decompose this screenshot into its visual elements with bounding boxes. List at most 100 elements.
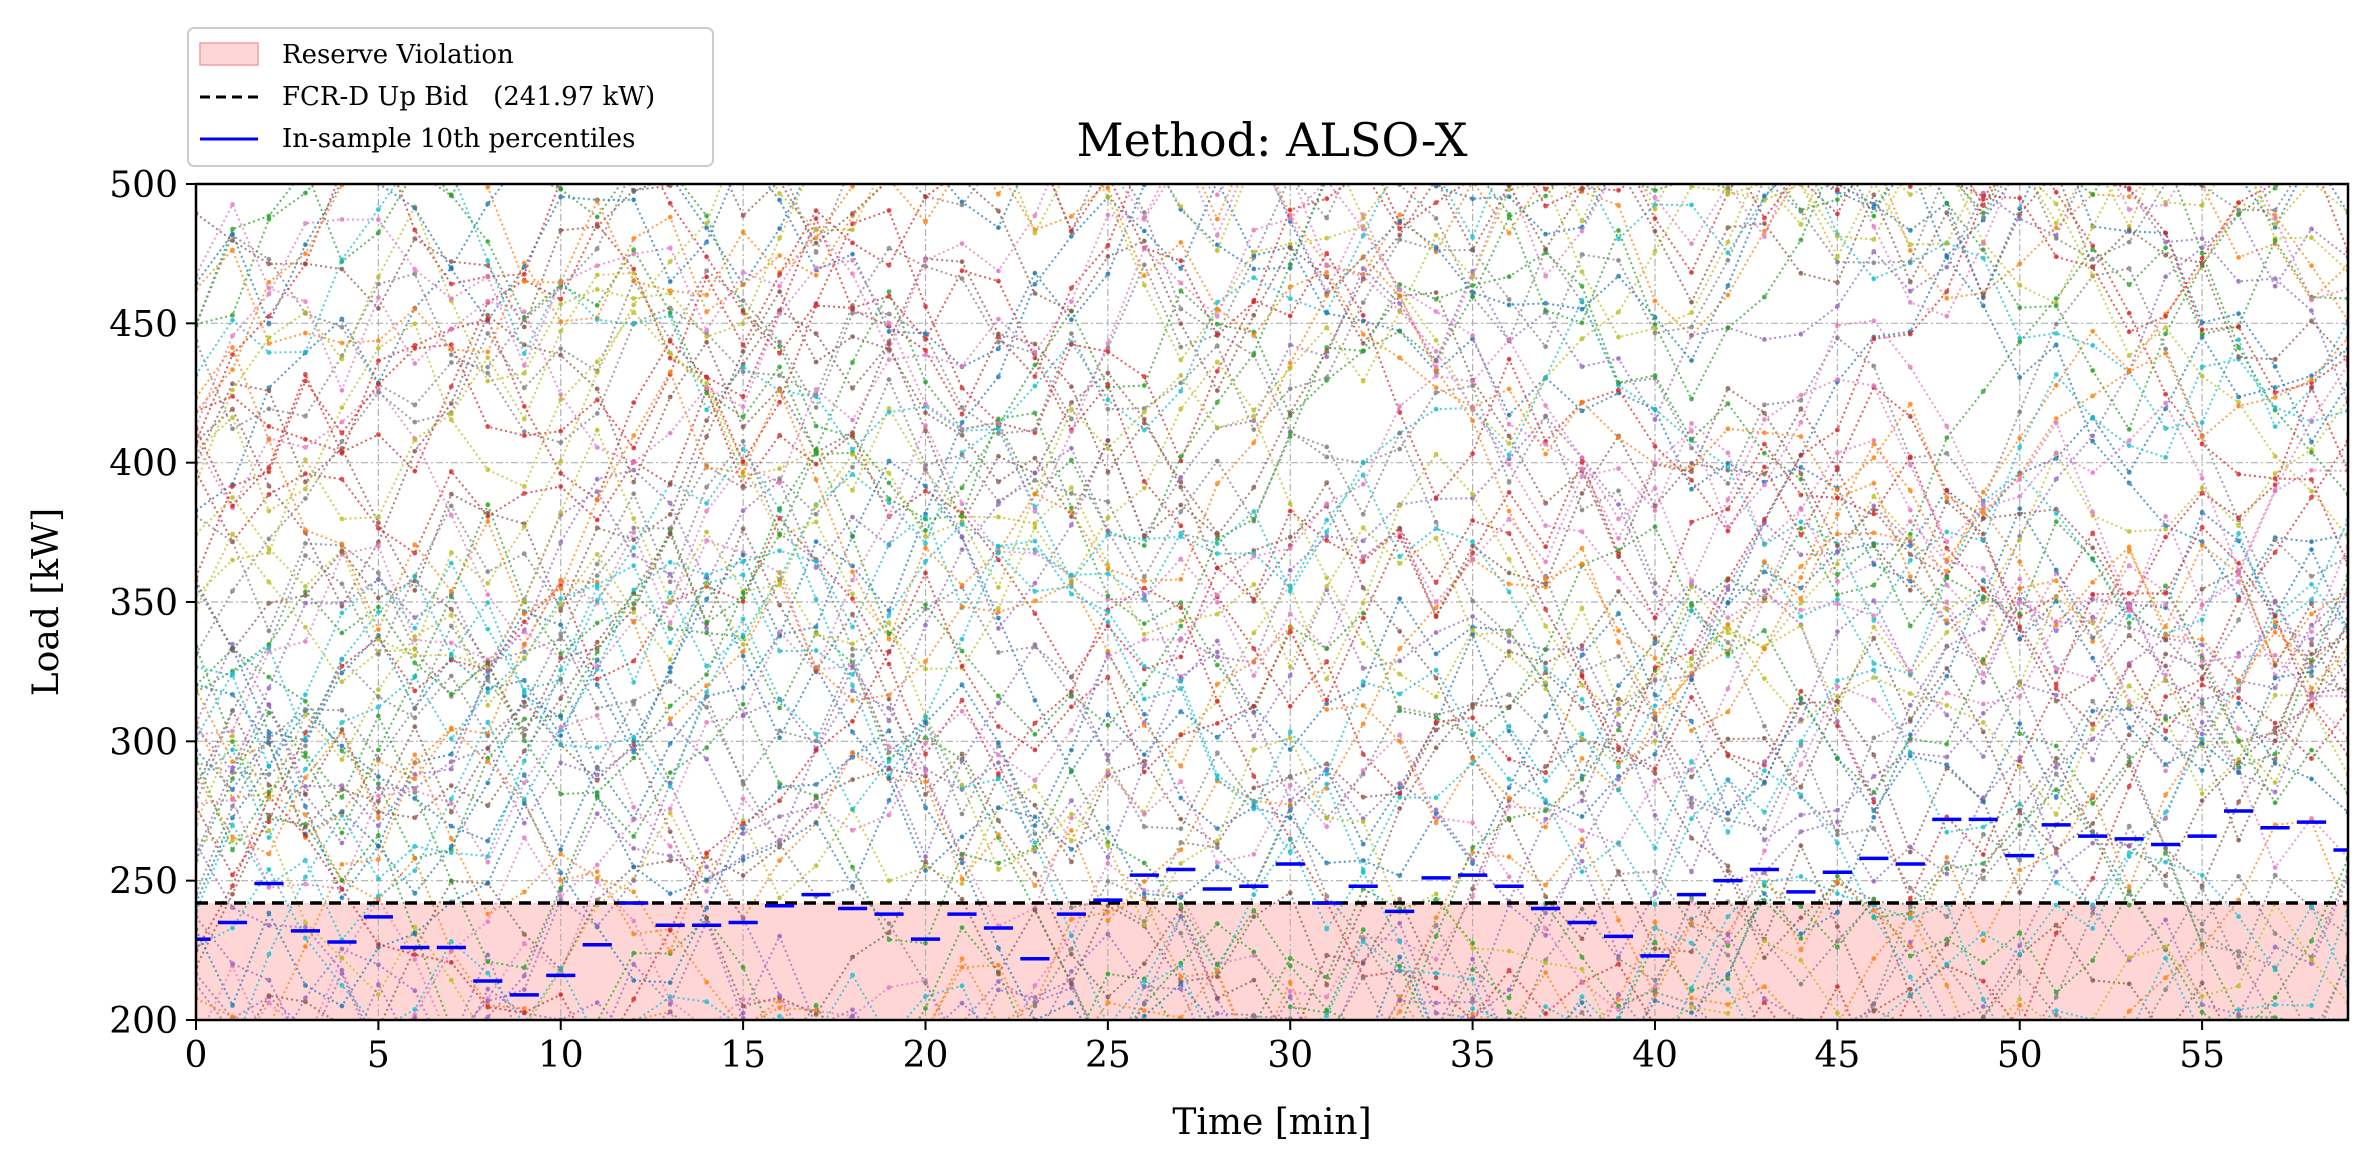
scenario-point — [2163, 161, 2168, 166]
scenario-point — [1032, 644, 1038, 650]
scenario-point — [777, 373, 782, 378]
scenario-point — [1214, 654, 1220, 660]
scenario-point — [2309, 263, 2314, 269]
scenario-point — [1944, 210, 1950, 216]
scenario-point — [1032, 341, 1038, 347]
scenario-point — [1944, 168, 1949, 173]
scenario-point — [2236, 738, 2242, 743]
scenario-point — [740, 394, 746, 400]
scenario-point — [1689, 816, 1694, 822]
scenario-point — [1579, 473, 1585, 479]
scenario-point — [996, 693, 1001, 699]
scenario-point — [2272, 663, 2278, 668]
scenario-point — [959, 604, 965, 609]
scenario-point — [667, 214, 673, 220]
scenario-point — [1069, 126, 1074, 131]
scenario-point — [704, 683, 709, 689]
scenario-point — [1360, 819, 1366, 825]
scenario-point — [740, 321, 746, 327]
scenario-point — [996, 1073, 1001, 1078]
scenario-point — [485, 502, 491, 508]
scenario-point — [850, 1044, 855, 1049]
scenario-point — [850, 641, 855, 647]
scenario-point — [886, 608, 892, 613]
scenario-point — [1835, 465, 1840, 470]
scenario-point — [1907, 507, 1913, 513]
scenario-point — [2053, 930, 2059, 936]
scenario-point — [1251, 747, 1257, 753]
scenario-point — [960, 132, 965, 137]
scenario-point — [1506, 633, 1512, 638]
scenario-point — [2309, 1056, 2314, 1061]
scenario-point — [485, 669, 491, 675]
scenario-point — [1871, 142, 1876, 147]
scenario-point — [1324, 982, 1330, 988]
scenario-point — [2200, 159, 2205, 164]
scenario-point — [230, 1056, 235, 1061]
scenario-point — [339, 476, 345, 482]
scenario-point — [1907, 578, 1913, 584]
scenario-point — [521, 835, 527, 840]
scenario-point — [1397, 169, 1402, 174]
scenario-point — [777, 178, 782, 183]
scenario-point — [1835, 592, 1840, 598]
x-tick-label: 25 — [1085, 1035, 1131, 1076]
scenario-point — [376, 570, 381, 576]
scenario-point — [850, 885, 855, 891]
scenario-point — [2053, 511, 2059, 516]
scenario-point — [339, 430, 345, 436]
scenario-point — [2236, 953, 2242, 959]
scenario-point — [412, 660, 418, 666]
scenario-point — [1835, 197, 1840, 203]
scenario-point — [1543, 403, 1548, 408]
scenario-point — [2053, 382, 2059, 388]
scenario-point — [887, 1023, 892, 1028]
scenario-point — [631, 738, 637, 744]
scenario-point — [1178, 1035, 1183, 1040]
scenario-point — [740, 997, 746, 1002]
scenario-point — [813, 240, 819, 246]
scenario-point — [1178, 357, 1184, 363]
scenario-point — [1762, 569, 1767, 575]
scenario-point — [1543, 441, 1548, 447]
scenario-point — [886, 409, 892, 415]
scenario-point — [521, 965, 527, 971]
scenario-point — [1178, 388, 1184, 394]
scenario-point — [1251, 1053, 1256, 1058]
scenario-point — [1980, 538, 1986, 543]
scenario-point — [2054, 164, 2059, 169]
scenario-point — [266, 674, 272, 680]
scenario-point — [558, 301, 564, 307]
scenario-point — [1579, 966, 1585, 972]
scenario-point — [887, 1036, 892, 1041]
scenario-point — [1616, 639, 1621, 645]
scenario-point — [1214, 638, 1220, 644]
scenario-point — [412, 653, 418, 658]
scenario-point — [996, 514, 1001, 520]
scenario-point — [2126, 227, 2132, 233]
scenario-point — [631, 658, 637, 664]
scenario-point — [1506, 456, 1512, 462]
scenario-point — [704, 538, 709, 543]
scenario-point — [1871, 192, 1877, 198]
scenario-point — [887, 177, 892, 182]
scenario-point — [1871, 455, 1877, 461]
scenario-point — [521, 429, 527, 435]
scenario-point — [704, 225, 709, 231]
scenario-point — [777, 506, 782, 512]
scenario-point — [376, 809, 381, 815]
scenario-point — [2090, 556, 2096, 561]
scenario-point — [1287, 410, 1293, 416]
scenario-point — [412, 771, 418, 777]
scenario-point — [850, 729, 855, 735]
scenario-point — [230, 247, 235, 253]
scenario-point — [521, 598, 527, 603]
scenario-point — [2163, 164, 2168, 169]
scenario-point — [667, 784, 673, 789]
scenario-point — [1287, 980, 1293, 985]
scenario-point — [704, 407, 709, 413]
scenario-point — [1105, 909, 1111, 915]
scenario-point — [1944, 741, 1950, 747]
scenario-point — [266, 256, 272, 262]
scenario-point — [412, 724, 418, 730]
